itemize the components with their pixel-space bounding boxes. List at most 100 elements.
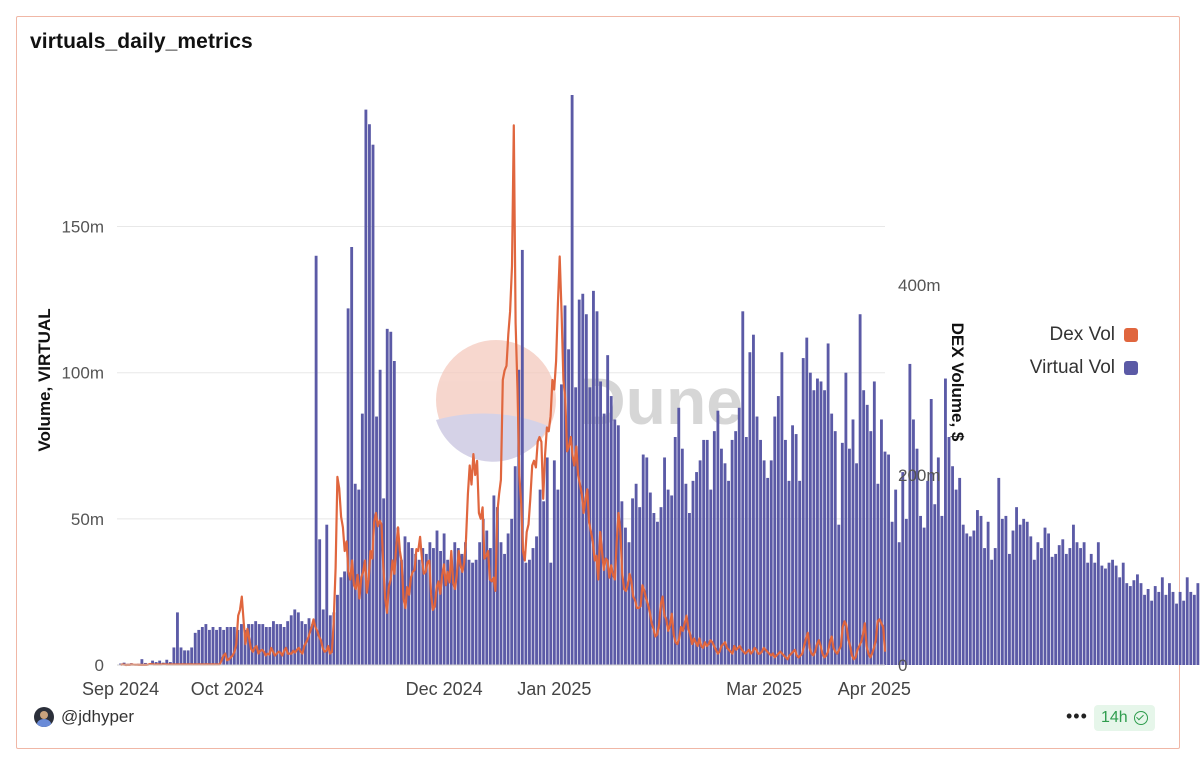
bar: [414, 553, 418, 665]
bar: [680, 448, 684, 665]
bar: [243, 629, 247, 665]
bar: [325, 524, 329, 665]
bar: [396, 527, 400, 665]
bar: [1107, 562, 1111, 665]
bar: [336, 594, 339, 665]
bar: [531, 548, 535, 665]
bar: [936, 457, 940, 665]
legend-item-virtual[interactable]: Virtual Vol: [1030, 353, 1138, 383]
more-options-button[interactable]: •••: [1066, 706, 1088, 726]
legend-label-dex: Dex Vol: [1049, 324, 1115, 345]
bar: [165, 659, 169, 665]
bar: [371, 144, 375, 665]
bar: [1132, 580, 1136, 665]
bar: [997, 477, 1001, 665]
legend-item-dex[interactable]: Dex Vol: [1030, 320, 1138, 350]
bar: [712, 431, 716, 665]
right-axis: 0 200m 400m: [898, 276, 941, 675]
bar: [421, 548, 425, 665]
bar: [723, 463, 727, 665]
bar: [1022, 518, 1026, 665]
bar: [908, 363, 912, 665]
bar: [801, 358, 805, 665]
left-tick-label: 100m: [61, 364, 104, 383]
bar: [211, 627, 215, 665]
right-axis-title: DEX Volume, $: [948, 323, 967, 442]
bar: [865, 404, 869, 665]
bar: [1040, 548, 1043, 665]
bar: [360, 413, 364, 665]
bar: [176, 612, 179, 665]
bar: [1057, 545, 1061, 665]
bar: [652, 513, 656, 665]
bar: [439, 551, 442, 665]
x-axis: Sep 2024 Oct 2024 Dec 2024 Jan 2025 Mar 2025…: [82, 679, 911, 699]
bar: [730, 439, 734, 665]
bar: [993, 548, 997, 665]
left-axis-title: Volume, VIRTUAL: [35, 308, 54, 451]
bar: [990, 559, 994, 665]
bar: [965, 533, 969, 665]
bar: [321, 609, 325, 665]
bar: [741, 311, 745, 665]
bar: [1185, 577, 1189, 665]
bar: [648, 492, 652, 665]
bar: [858, 314, 862, 665]
bar: [602, 413, 606, 665]
bar: [1029, 536, 1033, 665]
bar: [872, 381, 876, 665]
x-tick-label: Mar 2025: [726, 679, 802, 699]
bar: [1153, 586, 1157, 665]
bar: [1146, 589, 1150, 665]
bar: [1104, 568, 1107, 665]
bar: [236, 629, 240, 665]
bar: [976, 510, 979, 665]
bar: [471, 562, 474, 665]
bar: [606, 355, 610, 665]
bar: [1061, 539, 1065, 665]
bar: [1196, 583, 1200, 665]
bar: [1064, 553, 1068, 665]
bar: [218, 627, 222, 665]
bar: [1118, 577, 1122, 665]
bar: [524, 562, 528, 665]
bar: [979, 515, 983, 665]
bar: [1121, 562, 1125, 665]
bar: [961, 524, 965, 665]
bar: [755, 416, 759, 665]
bar: [599, 381, 602, 665]
bar: [1054, 553, 1058, 665]
bar: [769, 460, 773, 665]
bar: [670, 495, 674, 665]
bar: [183, 650, 186, 665]
bar: [353, 483, 357, 665]
bar: [190, 647, 194, 665]
bar: [1143, 594, 1146, 665]
bar: [1192, 594, 1196, 665]
bar: [428, 542, 432, 665]
bar: [958, 477, 962, 665]
bar: [894, 489, 898, 665]
bar: [364, 109, 368, 666]
bar: [293, 609, 297, 665]
bar: [254, 621, 258, 665]
bar: [1178, 591, 1182, 665]
bar: [453, 542, 457, 665]
bar: [225, 627, 229, 665]
bar: [510, 518, 514, 665]
bar: [520, 249, 524, 665]
bar: [944, 378, 947, 665]
bar: [268, 627, 272, 665]
bar: [1050, 556, 1054, 665]
bar: [666, 489, 670, 665]
bar: [915, 448, 919, 665]
bar: [1136, 574, 1139, 665]
bar: [279, 624, 282, 665]
author[interactable]: @jdhyper: [34, 707, 134, 727]
bar: [517, 369, 521, 665]
bar: [503, 553, 506, 665]
bar: [1011, 530, 1015, 665]
bar: [773, 416, 777, 665]
freshness-badge[interactable]: 14h: [1094, 705, 1155, 731]
bar: [556, 489, 560, 665]
